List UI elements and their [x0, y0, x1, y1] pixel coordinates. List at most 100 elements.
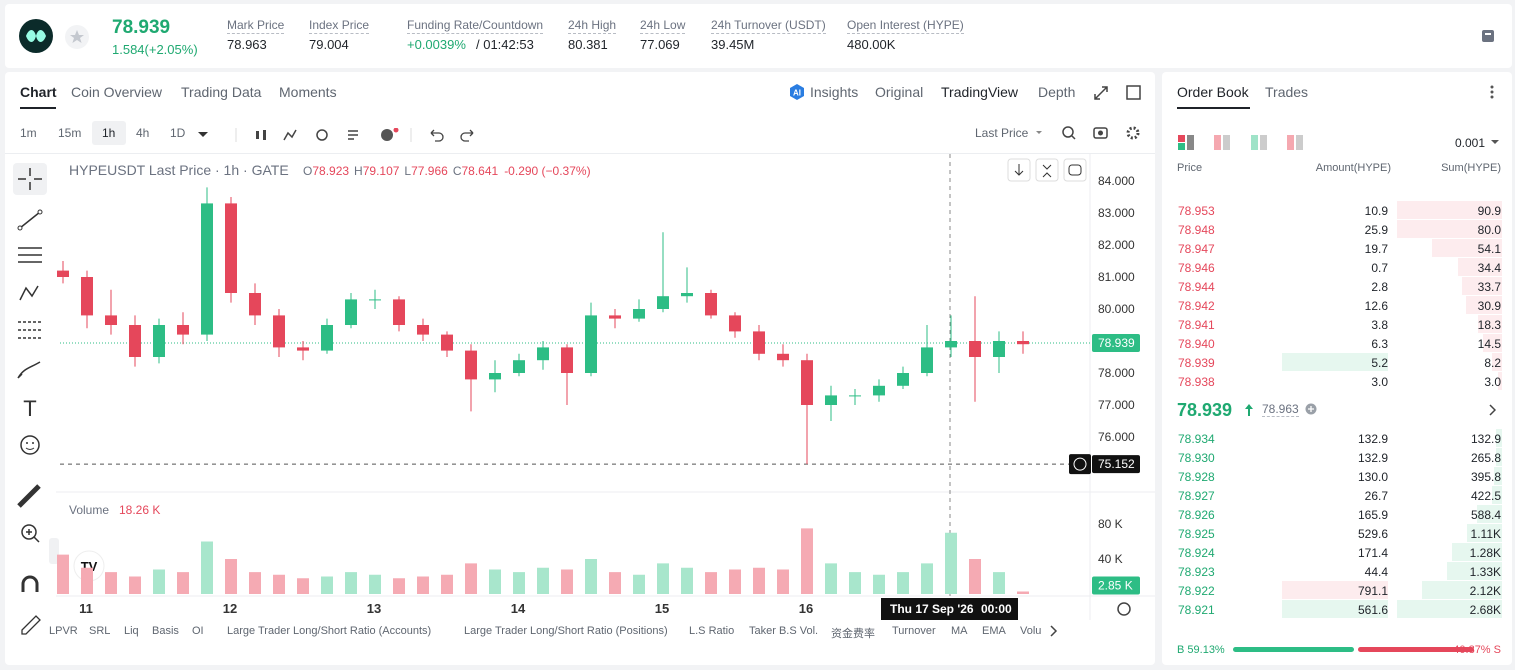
row-amount: 171.4 [1357, 546, 1388, 560]
price-type[interactable]: Last Price [975, 126, 1029, 140]
row-price[interactable]: 78.927 [1178, 489, 1215, 503]
row-amount: 529.6 [1357, 527, 1388, 541]
settings-icon[interactable] [1117, 602, 1131, 616]
row-price[interactable]: 78.948 [1178, 223, 1215, 237]
indicator[interactable]: Volu [1020, 625, 1042, 637]
trades-tab[interactable]: Trades [1265, 84, 1309, 100]
y-tick-label: 78.000 [1098, 366, 1135, 380]
row-price[interactable]: 78.922 [1178, 584, 1215, 598]
row-price[interactable]: 78.941 [1178, 318, 1215, 332]
indicator[interactable]: SRL [89, 625, 111, 637]
tab[interactable]: Chart [20, 84, 57, 100]
depth-bar [1462, 277, 1502, 295]
interval[interactable]: 4h [136, 126, 150, 140]
row-price[interactable]: 78.953 [1178, 204, 1215, 218]
candle-body [921, 347, 933, 373]
indicator[interactable]: 资金费率 [831, 628, 875, 640]
candle-body [993, 341, 1005, 357]
row-price[interactable]: 78.924 [1178, 546, 1215, 560]
row-sum: 80.0 [1477, 223, 1501, 237]
y-tick-label: 84.000 [1098, 174, 1135, 188]
low-price-tag-text: 75.152 [1098, 457, 1135, 471]
candle-body [249, 293, 261, 316]
depth-bar [1467, 524, 1502, 542]
interval[interactable]: 15m [58, 126, 82, 140]
row-price[interactable]: 78.942 [1178, 299, 1215, 313]
candle-body [609, 315, 621, 319]
indicator[interactable]: Large Trader Long/Short Ratio (Accounts) [227, 625, 432, 637]
tab[interactable]: Coin Overview [71, 84, 163, 100]
indicator[interactable]: Taker B.S Vol. [749, 625, 819, 637]
row-price[interactable]: 78.944 [1178, 280, 1215, 294]
candle-body [897, 373, 909, 386]
row-sum: 90.9 [1477, 204, 1501, 218]
view-tab[interactable]: Original [875, 84, 924, 100]
row-price[interactable]: 78.923 [1178, 565, 1215, 579]
row-price[interactable]: 78.921 [1178, 603, 1215, 617]
x-tick-label: 16 [799, 601, 813, 616]
interval[interactable]: 1h [102, 126, 116, 140]
row-amount: 561.6 [1357, 603, 1388, 617]
x-tick-label: 11 [79, 601, 93, 616]
chart-tools-right[interactable] [1034, 124, 1144, 142]
y-tick-label: 82.000 [1098, 238, 1135, 252]
row-price[interactable]: 78.926 [1178, 508, 1215, 522]
row-sum: 18.3 [1477, 318, 1501, 332]
view-tab[interactable]: Depth [1038, 84, 1076, 100]
volume-bar [753, 567, 765, 594]
row-amount: 5.2 [1371, 356, 1388, 370]
row-price[interactable]: 78.934 [1178, 432, 1215, 446]
row-sum: 422.5 [1470, 489, 1501, 503]
row-price[interactable]: 78.928 [1178, 470, 1215, 484]
row-price[interactable]: 78.930 [1178, 451, 1215, 465]
candle-body [729, 315, 741, 332]
chart-toolbar[interactable] [196, 128, 496, 142]
svg-text:T: T [23, 396, 36, 421]
row-price[interactable]: 78.925 [1178, 527, 1215, 541]
indicator[interactable]: LPVR [49, 625, 78, 637]
interval[interactable]: 1D [170, 126, 186, 140]
indicator[interactable]: MA [951, 625, 968, 637]
orderbook-tab[interactable]: Order Book [1177, 84, 1249, 100]
book-view-toggles[interactable] [1178, 134, 1308, 152]
note-icon[interactable] [1480, 28, 1496, 44]
row-amount: 0.7 [1371, 261, 1388, 275]
indicator[interactable]: Turnover [892, 625, 936, 637]
tab[interactable]: Moments [279, 84, 337, 100]
collapse-handle[interactable] [49, 538, 59, 564]
depth-bar [1432, 239, 1502, 257]
indicator[interactable]: Large Trader Long/Short Ratio (Positions… [464, 625, 668, 637]
legend-change: -0.290 (−0.37%) [504, 164, 590, 178]
indicator[interactable]: L.S Ratio [689, 625, 735, 637]
candle-body [345, 299, 357, 325]
row-price[interactable]: 78.946 [1178, 261, 1215, 275]
row-price[interactable]: 78.939 [1178, 356, 1215, 370]
indicator[interactable]: OI [192, 625, 204, 637]
expand-icon[interactable] [1488, 404, 1496, 416]
chart-buttons[interactable] [1007, 158, 1087, 182]
depth-bar [1477, 505, 1502, 523]
drawing-tools[interactable]: T [10, 160, 52, 640]
candle-body [873, 385, 885, 396]
favorite-star[interactable] [64, 24, 90, 50]
indicator[interactable]: EMA [982, 625, 1006, 637]
indicators-next[interactable] [1048, 624, 1060, 638]
indicator[interactable]: Basis [152, 625, 179, 637]
low-price-tag [1092, 455, 1140, 474]
amount-highlight [1282, 581, 1388, 599]
indicator[interactable]: Liq [124, 625, 139, 637]
precision[interactable]: 0.001 [1455, 136, 1486, 150]
depth-bar [1458, 258, 1502, 276]
more-icon[interactable] [1488, 84, 1496, 100]
view-tab[interactable]: TradingView [941, 84, 1019, 100]
tab[interactable]: Trading Data [181, 84, 262, 100]
row-price[interactable]: 78.947 [1178, 242, 1215, 256]
panel-icons[interactable] [1093, 84, 1153, 102]
candle-body [489, 373, 501, 380]
candle-body [297, 347, 309, 351]
row-price[interactable]: 78.938 [1178, 375, 1215, 389]
row-price[interactable]: 78.940 [1178, 337, 1215, 351]
row-amount: 25.9 [1364, 223, 1388, 237]
interval[interactable]: 1m [20, 126, 37, 140]
view-tab[interactable]: Insights [810, 84, 859, 100]
